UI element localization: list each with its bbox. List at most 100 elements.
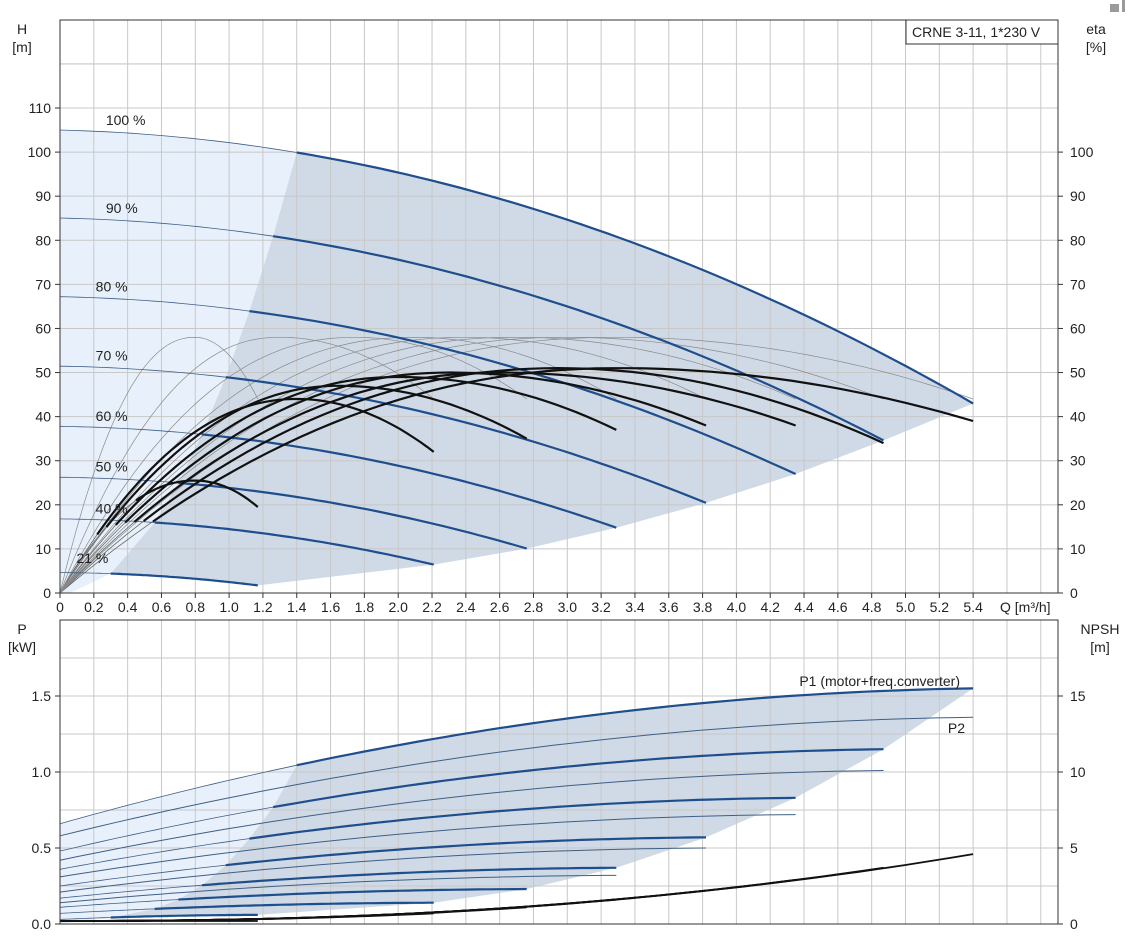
efficiency-thin-curve — [59, 336, 259, 594]
head-low-flow-area — [60, 130, 297, 593]
p2-curve — [59, 770, 884, 861]
main-curves — [59, 151, 974, 922]
y-right-tick-label: 0 — [1070, 585, 1078, 601]
head-curve-thin-100 — [59, 129, 297, 153]
p1-curve-thin — [59, 884, 203, 899]
speed-label-50: 50 % — [96, 459, 128, 475]
speed-label-90: 90 % — [106, 200, 138, 216]
npsh-right-tick-label: 5 — [1070, 840, 1078, 856]
x-tick-label: 3.4 — [625, 599, 645, 615]
x-tick-label: 5.2 — [930, 599, 950, 615]
axis-labels: 100 % 90 % 80 % 70 % 60 % 50 % 40 % 21 % 0 0.2 0.4… — [8, 21, 1119, 932]
x-axis-label: Q [m³/h] — [1000, 599, 1051, 615]
head-plot-frame — [59, 19, 1059, 594]
p1-curve — [110, 913, 258, 919]
p-left-tick-label: 0.0 — [32, 916, 52, 932]
x-tick-label: 1.0 — [219, 599, 239, 615]
p1-series-label: P1 (motor+freq.converter) — [799, 673, 960, 689]
p2-curve — [59, 814, 796, 878]
efficiency-curve — [114, 375, 617, 526]
x-tick-label: 0.2 — [84, 599, 104, 615]
x-tick-label: 1.6 — [321, 599, 341, 615]
y-right-tick-label: 90 — [1070, 188, 1086, 204]
x-tick-label: 1.4 — [287, 599, 307, 615]
y-left-tick-label: 20 — [35, 497, 51, 513]
efficiency-thin-curve — [59, 336, 884, 594]
p1-curve-thin — [59, 908, 155, 914]
power-axis-title: P — [17, 621, 26, 637]
x-tick-label: 3.8 — [693, 599, 713, 615]
y-left-tick-label: 60 — [35, 320, 51, 336]
power-axis-unit: [kW] — [8, 639, 36, 655]
x-tick-label: 3.2 — [591, 599, 611, 615]
x-tick-label: 0.4 — [118, 599, 138, 615]
x-tick-label: 4.8 — [862, 599, 882, 615]
head-curve-60 — [201, 433, 617, 529]
y-left-tick-label: 40 — [35, 409, 51, 425]
p-left-tick-label: 1.5 — [32, 688, 52, 704]
x-tick-label: 2.6 — [490, 599, 510, 615]
x-tick-label: 2.4 — [456, 599, 476, 615]
head-curve-thin-70 — [59, 365, 226, 378]
p2-series-label: P2 — [948, 720, 965, 736]
efficiency-curve — [135, 479, 259, 508]
p1-curve-thin — [59, 764, 297, 825]
x-tick-label: 4.2 — [760, 599, 780, 615]
efficiency-curve — [96, 397, 435, 536]
x-tick-label: 1.8 — [355, 599, 375, 615]
y-right-tick-label: 100 — [1070, 144, 1094, 160]
head-curve-50 — [178, 481, 528, 550]
p1-curve — [201, 866, 617, 887]
y-left-tick-label: 0 — [43, 585, 51, 601]
p1-curve-thin — [59, 899, 179, 908]
legend-box — [905, 19, 1059, 45]
efficiency-curve — [152, 367, 974, 523]
y-right-tick-label: 80 — [1070, 232, 1086, 248]
x-tick-label: 0 — [56, 599, 64, 615]
corner-decoration-icon — [1110, 0, 1125, 12]
head-curve-thin-21 — [60, 572, 111, 574]
p1-curve — [249, 796, 796, 840]
eta-axis-unit: [%] — [1086, 39, 1106, 55]
p1-curve — [225, 836, 706, 867]
y-right-tick-label: 60 — [1070, 320, 1086, 336]
x-tick-label: 5.4 — [963, 599, 983, 615]
npsh-right-tick-label: 15 — [1070, 688, 1086, 704]
head-curve-90 — [272, 235, 885, 442]
y-left-tick-label: 110 — [29, 100, 52, 116]
plot-frames — [55, 19, 1063, 925]
y-right-tick-label: 40 — [1070, 409, 1086, 425]
y-left-tick-label: 30 — [35, 453, 51, 469]
speed-label-21: 21 % — [76, 550, 108, 566]
x-tick-label: 5.0 — [896, 599, 916, 615]
y-right-tick-label: 10 — [1070, 541, 1086, 557]
npsh-axis-title: NPSH — [1081, 621, 1120, 637]
y-left-tick-label: 70 — [35, 276, 51, 292]
speed-label-100: 100 % — [106, 112, 146, 128]
y-right-tick-label: 70 — [1070, 276, 1086, 292]
x-tick-label: 0.6 — [152, 599, 172, 615]
head-curve-100 — [296, 151, 974, 405]
x-tick-label: 4.4 — [794, 599, 814, 615]
npsh-axis-unit: [m] — [1090, 639, 1109, 655]
speed-label-70: 70 % — [96, 348, 128, 364]
p1-curve-thin — [59, 806, 274, 852]
efficiency-curve — [143, 366, 884, 522]
y-left-tick-label: 10 — [35, 541, 51, 557]
head-curve-thin-60 — [59, 425, 203, 435]
head-axis-unit: [m] — [12, 39, 31, 55]
head-curve-40 — [154, 521, 434, 566]
head-curve-thin-80 — [59, 296, 250, 312]
x-tick-label: 4.0 — [727, 599, 747, 615]
legend-box-text: CRNE 3-11, 1*230 V — [912, 24, 1041, 40]
y-left-tick-label: 90 — [35, 188, 51, 204]
power-operating-area — [110, 688, 974, 918]
npsh-right-tick-label: 10 — [1070, 764, 1086, 780]
x-tick-label: 3.6 — [659, 599, 679, 615]
x-tick-label: 4.6 — [828, 599, 848, 615]
head-curve-thin-90 — [59, 217, 274, 237]
head-curve-21 — [110, 572, 258, 587]
x-tick-label: 2.0 — [388, 599, 408, 615]
